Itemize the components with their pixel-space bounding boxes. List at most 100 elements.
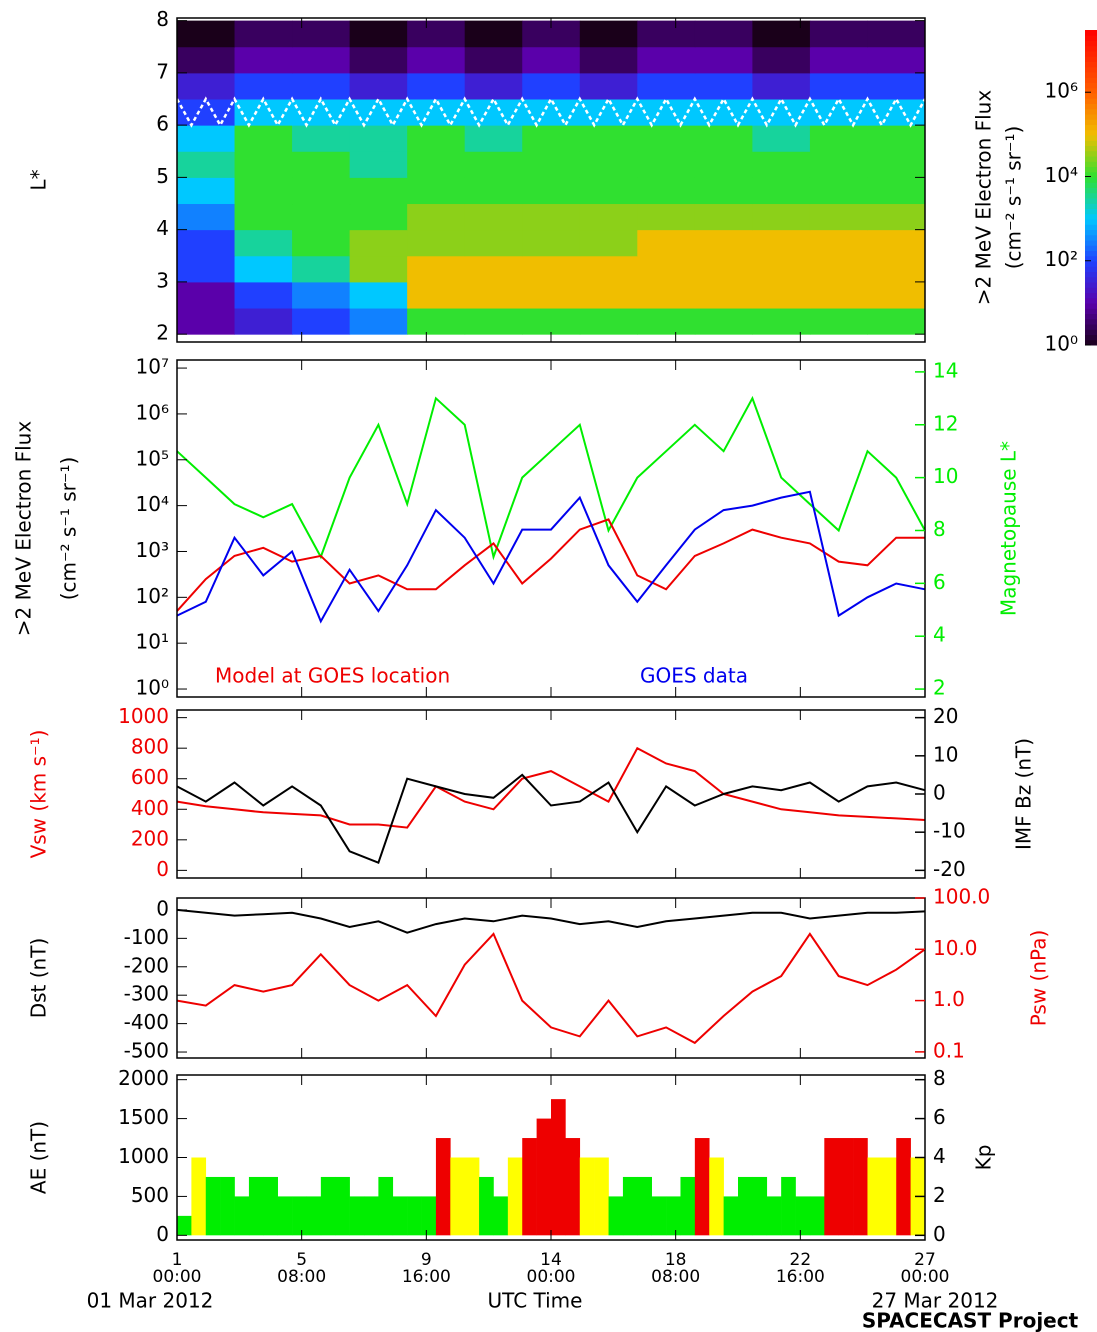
y-tick-label: 1500: [118, 1105, 169, 1129]
y2-tick-label: 10: [933, 464, 958, 488]
y2-tick-label: 4: [933, 1144, 946, 1168]
heat-cell: [349, 255, 408, 283]
heat-cell: [234, 308, 293, 335]
colorbar-segment: [1085, 334, 1097, 341]
colorbar-segment: [1085, 98, 1097, 104]
bar: [838, 1138, 854, 1236]
bar: [551, 1099, 566, 1236]
heat-cell: [867, 255, 926, 283]
heat-cell: [177, 281, 236, 309]
bar: [594, 1157, 609, 1236]
y2-axis-label: IMF Bz (nT): [1012, 738, 1036, 850]
bar: [565, 1138, 581, 1236]
series-line: [176, 746, 926, 829]
heat-cell: [637, 151, 696, 178]
y-tick-label: 600: [131, 765, 169, 789]
y2-tick-label: 2: [933, 676, 946, 700]
colorbar-segment: [1085, 45, 1097, 52]
colorbar-segment: [1085, 119, 1097, 125]
heat-cell: [407, 72, 466, 100]
heat-cell: [464, 229, 523, 257]
heat-cell: [292, 20, 351, 48]
heat-cell: [177, 308, 236, 335]
colorbar-segment: [1085, 219, 1097, 225]
colorbar-segment: [1085, 66, 1097, 73]
x-tick-label: 14 00:00: [526, 1250, 576, 1287]
heat-cell: [349, 281, 408, 309]
bar: [881, 1157, 897, 1236]
y-tick-label: -300: [124, 982, 169, 1006]
heat-cell: [522, 72, 581, 100]
colorbar-segment: [1085, 329, 1097, 335]
colorbar-segment: [1085, 287, 1097, 293]
colorbar-segment: [1085, 145, 1097, 152]
heat-cell: [292, 99, 351, 126]
heat-cell: [752, 308, 811, 335]
heat-cell: [177, 203, 236, 231]
y-axis-label: L*: [27, 169, 51, 190]
heat-cell: [752, 20, 811, 48]
bar: [723, 1196, 739, 1236]
bar: [809, 1196, 825, 1236]
heat-cell: [809, 72, 868, 100]
bar: [263, 1176, 278, 1236]
heat-cell: [579, 255, 638, 283]
y-tick-label: 400: [131, 796, 169, 820]
heat-cell: [292, 203, 351, 231]
heat-cell: [637, 255, 696, 283]
heat-cell: [349, 177, 408, 205]
colorbar-segment: [1085, 255, 1097, 262]
heat-cell: [522, 125, 581, 152]
y2-tick-label: 0: [933, 781, 946, 805]
heat-cell: [292, 255, 351, 283]
heat-cell: [752, 177, 811, 205]
heat-cell: [292, 72, 351, 100]
heat-cell: [349, 308, 408, 335]
y-tick-label: -200: [124, 953, 169, 977]
y-tick-label: 4: [156, 216, 169, 240]
heat-cell: [867, 99, 926, 126]
bar: [464, 1157, 480, 1236]
colorbar-segment: [1085, 124, 1097, 131]
heat-cell: [407, 229, 466, 257]
y2-axis-label: Kp: [972, 1145, 996, 1171]
colorbar-segment: [1085, 276, 1097, 283]
bar: [752, 1176, 768, 1236]
heat-cell: [464, 281, 523, 309]
y-tick-label: 10³: [136, 538, 169, 562]
y2-tick-label: 6: [933, 570, 946, 594]
heat-cell: [694, 203, 753, 231]
colorbar-segment: [1085, 229, 1097, 236]
bar: [479, 1176, 494, 1236]
heat-cell: [867, 72, 926, 100]
heat-cell: [292, 229, 351, 257]
heat-cell: [694, 125, 753, 152]
y-tick-label: 3: [156, 268, 169, 292]
bar: [450, 1157, 465, 1236]
heat-cell: [407, 46, 466, 74]
heat-cell: [579, 151, 638, 178]
colorbar-segment: [1085, 203, 1097, 209]
heat-cell: [349, 229, 408, 257]
heat-cell: [752, 281, 811, 309]
heat-cell: [809, 177, 868, 205]
y2-tick-label: 12: [933, 411, 958, 435]
colorbar-segment: [1085, 114, 1097, 120]
heat-cell: [809, 46, 868, 74]
heat-cell: [349, 203, 408, 231]
bar: [435, 1138, 451, 1236]
y2-tick-label: 1.0: [933, 987, 965, 1011]
colorbar-segment: [1085, 87, 1097, 94]
colorbar-segment: [1085, 245, 1097, 251]
heat-cell: [752, 151, 811, 178]
y2-tick-label: 10.0: [933, 936, 978, 960]
x-tick-label: 18 08:00: [651, 1250, 701, 1287]
colorbar-segment: [1085, 313, 1097, 320]
heat-cell: [407, 281, 466, 309]
heat-cell: [522, 99, 581, 126]
bar: [364, 1196, 379, 1236]
y-tick-label: 6: [156, 112, 169, 136]
colorbar-segment: [1085, 103, 1097, 110]
bar: [507, 1157, 523, 1236]
colorbar-tick-label: 10⁶: [1045, 79, 1078, 103]
